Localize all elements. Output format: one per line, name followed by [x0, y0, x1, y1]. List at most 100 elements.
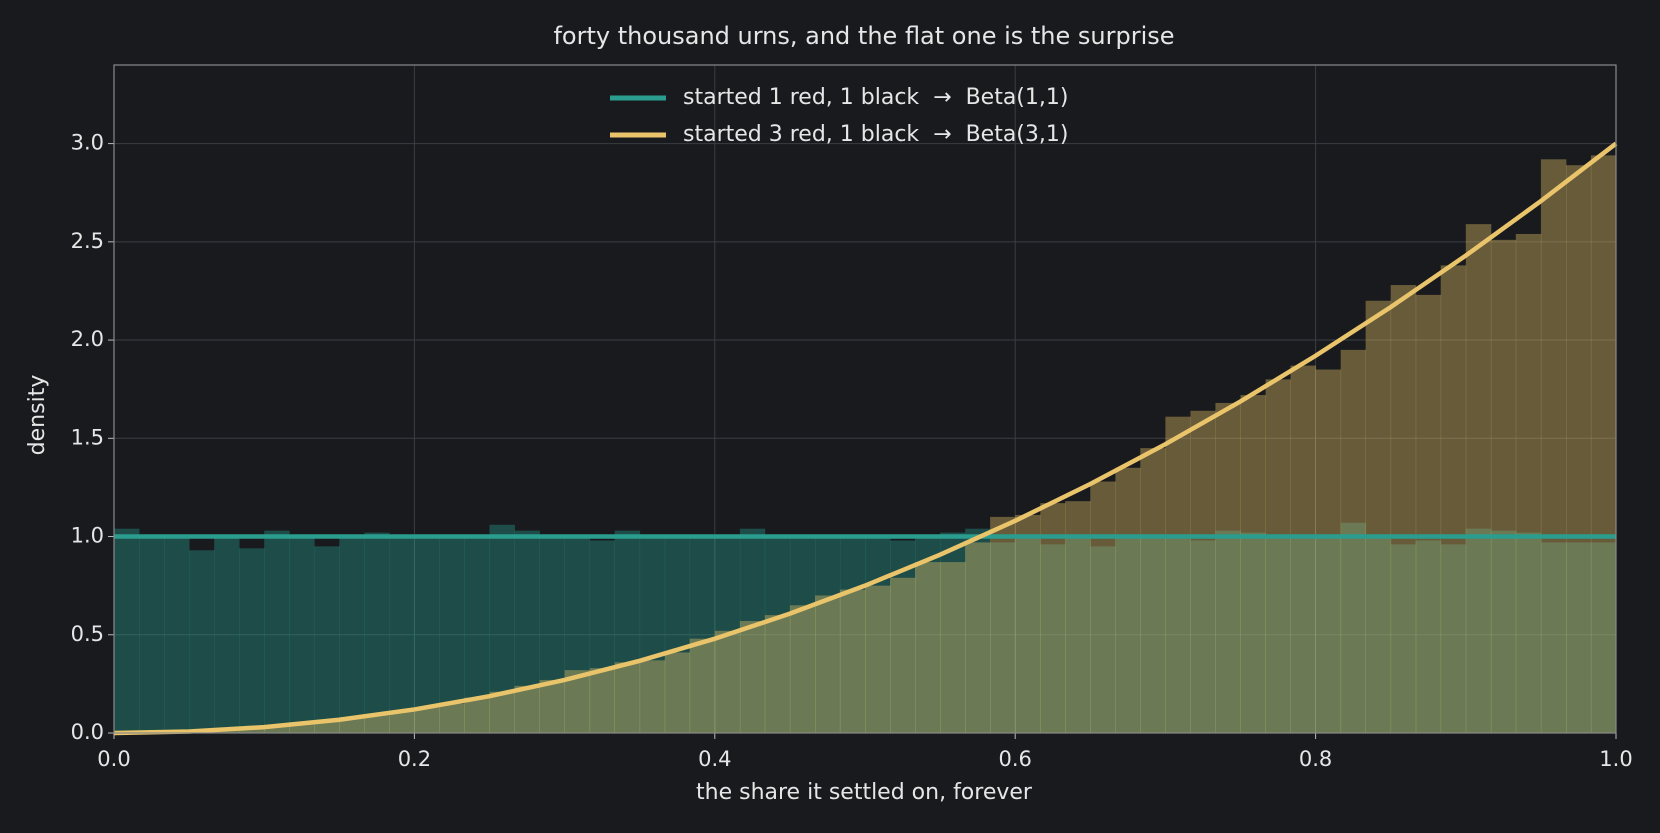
histogram-bar — [1015, 514, 1041, 733]
histogram-bar — [1440, 265, 1467, 733]
histogram-bar — [1390, 285, 1417, 733]
histogram-bar — [639, 660, 666, 733]
x-tick-label: 0.8 — [1299, 747, 1332, 771]
y-tick-label: 2.0 — [71, 327, 104, 351]
histogram-bar — [865, 585, 891, 733]
histogram-bar — [1215, 402, 1241, 733]
histogram-bar — [339, 717, 365, 733]
histogram-bar — [189, 550, 215, 733]
histogram-bar — [364, 715, 390, 733]
histogram-bar — [289, 724, 315, 733]
histogram-bar — [940, 532, 966, 733]
histogram-bar — [1540, 542, 1567, 733]
histogram-bar — [589, 668, 616, 733]
histogram-bar — [339, 536, 365, 733]
histogram-bar — [614, 662, 641, 733]
y-axis-label: density — [25, 375, 50, 456]
histogram-bar — [1140, 448, 1166, 733]
histogram-bar — [314, 546, 340, 733]
histogram-bar — [489, 524, 515, 733]
histogram-bar — [965, 528, 991, 733]
histogram-bar — [364, 532, 390, 733]
histogram-bar — [739, 621, 766, 733]
histogram-bar — [1115, 467, 1141, 733]
y-tick-label: 2.5 — [71, 229, 104, 253]
histogram-bar — [1440, 544, 1467, 733]
histogram-bar — [940, 562, 966, 733]
histogram-bar — [1215, 530, 1241, 733]
histogram-bar — [689, 638, 716, 733]
histogram-bar — [289, 536, 315, 733]
histogram-bar — [764, 538, 791, 733]
histogram-bar — [614, 530, 641, 733]
histogram-bar — [464, 697, 490, 733]
histogram-bar — [1415, 294, 1442, 733]
histogram-bar — [1590, 542, 1617, 733]
histogram-bar — [1465, 528, 1492, 733]
histogram-bar — [1140, 536, 1166, 733]
histogram-bar — [1165, 536, 1191, 733]
histogram-bar — [539, 534, 565, 733]
histogram-bar — [1165, 416, 1191, 733]
histogram-bar — [1565, 165, 1592, 733]
histogram-bar — [1115, 536, 1141, 733]
histogram-bar — [689, 536, 716, 733]
histogram-bar — [414, 707, 440, 733]
histogram-bar — [1340, 349, 1367, 733]
x-tick-label: 1.0 — [1599, 747, 1632, 771]
histogram-bar — [514, 685, 540, 733]
histogram-bar — [264, 726, 290, 733]
histogram-bar — [764, 615, 791, 733]
histogram-bar — [539, 679, 565, 733]
x-tick-label: 0.6 — [998, 747, 1031, 771]
histogram-bar — [1315, 369, 1342, 733]
y-tick-label: 0.5 — [71, 622, 104, 646]
x-tick-label: 0.4 — [698, 747, 731, 771]
histogram-bar — [839, 589, 866, 733]
histogram-bar — [789, 536, 816, 733]
histogram-bar — [114, 528, 140, 733]
histogram-bar — [489, 691, 515, 733]
histogram-bar — [1390, 544, 1417, 733]
histogram-bar — [214, 536, 240, 733]
histogram-bar — [439, 703, 465, 733]
y-tick-label: 1.5 — [71, 425, 104, 449]
histogram-bar — [389, 711, 415, 733]
y-tick-label: 0.0 — [71, 720, 104, 744]
histogram-bar — [139, 538, 165, 733]
histogram-bar — [1240, 395, 1266, 733]
histogram-bar — [414, 536, 440, 733]
histogram-bar — [1040, 503, 1066, 733]
histogram-bar — [1590, 155, 1617, 733]
histogram-bar — [314, 721, 340, 733]
histogram-bar — [389, 534, 415, 733]
histogram-bar — [990, 516, 1016, 733]
y-tick-label: 3.0 — [71, 131, 104, 155]
histogram-bar — [1365, 300, 1392, 733]
histogram-bar — [839, 538, 866, 733]
histogram-bar — [990, 542, 1016, 733]
x-axis-label: the share it settled on, forever — [696, 780, 1033, 805]
histogram-bar — [1240, 532, 1266, 733]
histogram-bar — [1490, 530, 1517, 733]
histogram-bar — [1265, 379, 1291, 733]
histogram-bar — [789, 605, 816, 733]
histogram-bar — [915, 534, 941, 733]
histogram-bar — [1190, 410, 1216, 733]
histogram-bar — [1065, 536, 1091, 733]
histogram-bar — [814, 595, 841, 733]
histogram-bar — [1265, 536, 1291, 733]
histogram-bar — [564, 538, 591, 733]
histogram-bar — [164, 536, 190, 733]
histogram-bar — [1290, 536, 1316, 733]
histogram-bar — [239, 548, 265, 733]
x-tick-label: 0.2 — [398, 747, 431, 771]
histogram-bar — [1490, 239, 1517, 733]
histogram-bar — [1465, 224, 1492, 733]
histogram-bar — [1040, 544, 1066, 733]
histogram-bar — [1015, 536, 1041, 733]
histogram-bar — [639, 536, 666, 733]
histogram-bar — [1540, 159, 1567, 733]
